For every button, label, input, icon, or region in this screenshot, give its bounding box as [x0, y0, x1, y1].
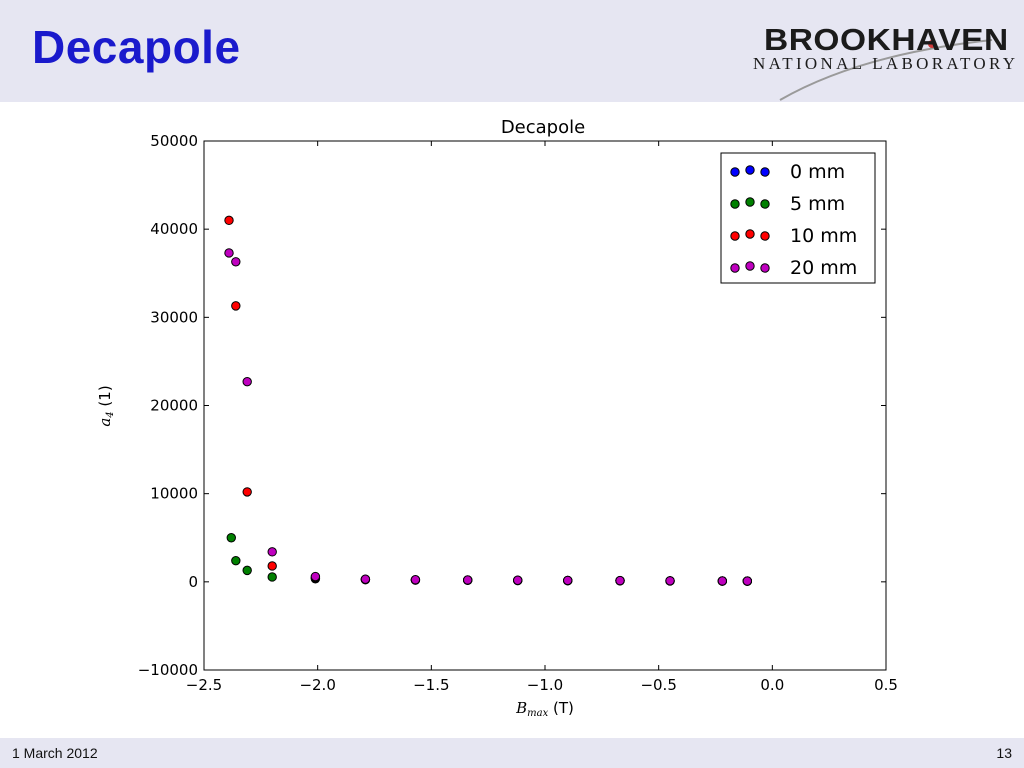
footer-date: 1 March 2012: [12, 745, 98, 761]
data-point-20-mm: [310, 571, 321, 582]
legend-marker: [760, 263, 770, 273]
legend-marker: [730, 199, 740, 209]
legend-marker: [730, 167, 740, 177]
data-point-20-mm: [242, 376, 252, 387]
y-tick-label: 0: [188, 573, 198, 591]
brookhaven-logo: BROOKHAVEN NATIONAL LABORATORY: [740, 14, 1024, 102]
x-tick-label: −2.5: [186, 676, 222, 694]
legend-marker: [760, 231, 770, 241]
y-tick-label: 30000: [150, 308, 198, 326]
data-point-20-mm: [224, 248, 234, 258]
y-tick-label: 20000: [150, 397, 198, 415]
legend-label: 5 mm: [790, 193, 845, 215]
logo-name: BROOKHAVEN: [764, 22, 1009, 57]
data-point-20-mm: [742, 576, 753, 586]
legend-marker: [730, 231, 740, 241]
x-tick-label: −0.5: [640, 676, 676, 694]
logo-swoosh-icon: [779, 39, 993, 101]
data-point-20-mm: [563, 575, 573, 586]
data-point-20-mm: [463, 575, 473, 585]
data-point-20-mm: [717, 576, 728, 586]
x-tick-label: 0.5: [874, 676, 898, 694]
y-axis-label: a4 (1): [96, 385, 116, 426]
legend-marker: [760, 199, 770, 209]
legend-marker: [760, 167, 770, 177]
data-point-20-mm: [267, 547, 277, 557]
data-point-20-mm: [231, 257, 241, 267]
legend-box: [720, 152, 876, 284]
x-tick-label: −2.0: [299, 676, 335, 694]
legend-label: 0 mm: [790, 161, 845, 183]
x-tick-label: −1.0: [527, 676, 563, 694]
data-point-20-mm: [615, 575, 625, 586]
data-point-5-mm: [267, 572, 277, 582]
data-point-20-mm: [665, 576, 675, 586]
y-tick-label: 50000: [150, 132, 198, 150]
data-point-10-mm: [267, 561, 277, 571]
y-tick-label: 10000: [150, 485, 198, 503]
slide-header: Decapole BROOKHAVEN NATIONAL LABORATORY: [0, 0, 1024, 102]
data-point-20-mm: [360, 574, 371, 584]
decapole-scatter-chart: Decapole −2.5 −2.0 −1.5 −1.0 −0.5 0.0 0.5 −1000…: [96, 117, 898, 719]
slide-footer: 1 March 2012 13: [0, 738, 1024, 768]
data-point-10-mm: [231, 301, 241, 311]
data-point-5-mm: [231, 555, 241, 566]
y-tick-label: 40000: [150, 220, 198, 238]
data-point-10-mm: [224, 215, 234, 226]
y-tick-label: −10000: [138, 661, 198, 679]
legend-label: 20 mm: [790, 257, 857, 279]
slide-title: Decapole: [32, 21, 241, 73]
x-tick-label: −1.5: [413, 676, 449, 694]
logo-subtitle: NATIONAL LABORATORY: [753, 54, 1019, 73]
data-point-10-mm: [242, 487, 252, 497]
legend-marker: [745, 229, 755, 239]
x-tick-label: 0.0: [760, 676, 784, 694]
page-number: 13: [996, 745, 1012, 761]
legend-marker: [745, 165, 755, 175]
data-point-5-mm: [226, 533, 236, 543]
chart-title: Decapole: [501, 117, 585, 138]
x-axis-label: Bmax (T): [515, 699, 574, 719]
legend-label: 10 mm: [790, 225, 857, 247]
legend-marker: [745, 197, 755, 207]
legend-marker: [730, 263, 740, 273]
data-point-20-mm: [513, 575, 523, 585]
data-point-20-mm: [410, 575, 421, 585]
legend-marker: [745, 261, 755, 271]
data-point-5-mm: [242, 565, 252, 576]
